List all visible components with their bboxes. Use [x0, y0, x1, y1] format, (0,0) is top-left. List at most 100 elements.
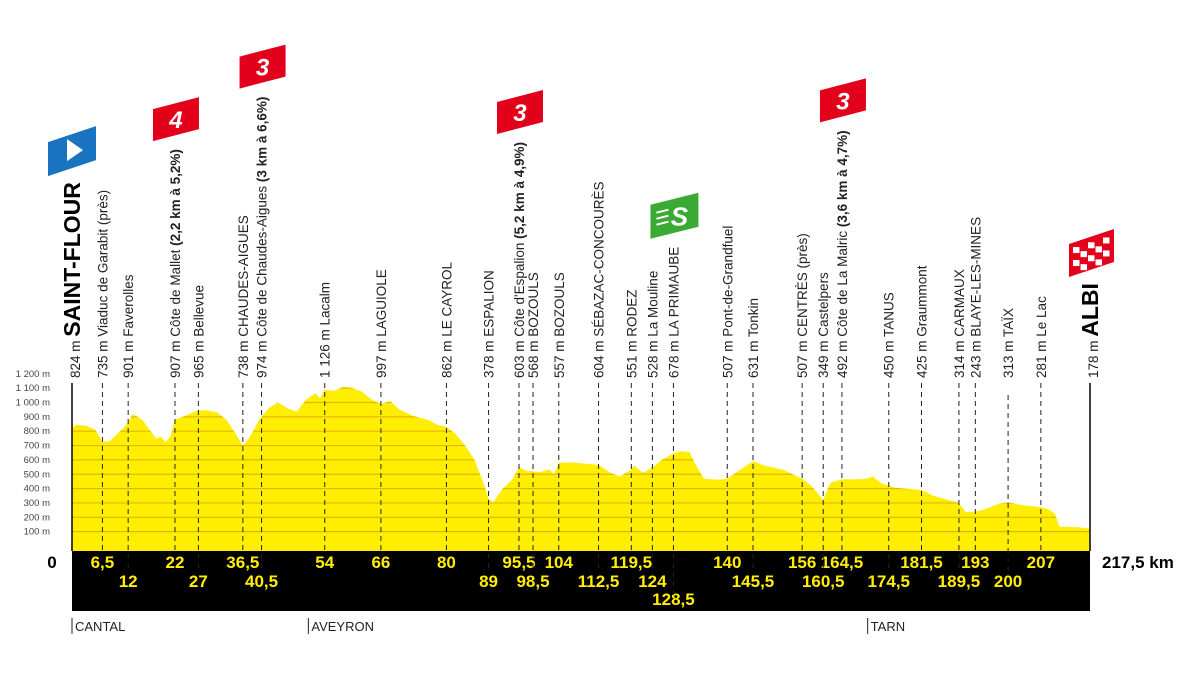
elevation-profile-area: [72, 386, 1090, 552]
waypoint-label: 243 m BLAYE-LES-MINES: [968, 217, 983, 378]
waypoint-elevation: 313 m: [1001, 337, 1016, 378]
y-tick-label: 700 m: [24, 441, 50, 452]
waypoint-label: 997 m LAGUIOLE: [374, 269, 389, 378]
waypoint-name: CHAUDES-AIGUES: [236, 215, 251, 337]
waypoint-label: 425 m Graummont: [915, 265, 930, 378]
waypoint-label: 901 m Faverolles: [121, 274, 136, 378]
waypoint-elevation: 907 m: [168, 337, 183, 378]
waypoint-elevation: 178 m: [1086, 337, 1101, 378]
region-label: AVEYRON: [311, 619, 374, 634]
waypoint-elevation: 551 m: [624, 337, 639, 378]
waypoint-label: 551 m RODEZ: [624, 289, 639, 378]
waypoint-label: 313 m TAÏX: [1001, 308, 1016, 378]
waypoint-elevation: 349 m: [816, 337, 831, 378]
waypoint-elevation: 738 m: [236, 337, 251, 378]
climb-flag-icon: [152, 97, 199, 142]
waypoint-elevation: 604 m: [592, 337, 607, 378]
climb-detail: (2,2 km à 5,2%): [168, 149, 183, 250]
region-label: TARN: [871, 619, 905, 634]
waypoint-name: SAINT-FLOUR: [59, 182, 85, 337]
waypoint-label: 528 m La Mouline: [645, 271, 660, 378]
km-label: 89: [479, 572, 498, 591]
waypoint-name: Pont-de-Grandfuel: [720, 226, 735, 337]
waypoint-elevation: 243 m: [968, 337, 983, 378]
sprint-label: S: [671, 202, 689, 232]
waypoint-name: Côte d'Espalion: [512, 243, 527, 337]
waypoint-label: 1 126 m Lacalm: [318, 282, 333, 378]
km-label: 164,5: [821, 553, 864, 572]
waypoint-label: 603 m Côte d'Espalion (5,2 km à 4,9%): [512, 142, 527, 378]
waypoint-label-layer: 824 m SAINT-FLOUR 735 m Viaduc de Garabit…: [59, 97, 1103, 634]
speed-line-icon: [656, 220, 669, 226]
waypoint-name: Viaduc de Garabit (près): [95, 190, 110, 337]
km-label: 27: [189, 572, 208, 591]
waypoint-elevation: 997 m: [374, 337, 389, 378]
km-label: 207: [1027, 553, 1055, 572]
waypoint-elevation: 901 m: [121, 337, 136, 378]
checker-square: [1103, 250, 1110, 257]
climb-detail: (3,6 km à 4,7%): [835, 130, 850, 231]
grid-layer: 100 m 200 m 300 m 400 m 500 m 600 m 700 m 800 m…: [16, 369, 50, 538]
waypoint-elevation: 974 m: [255, 337, 270, 378]
climb-category-label: 4: [168, 107, 182, 134]
waypoint-name: LE CAYROL: [439, 261, 454, 336]
km-label: 54: [315, 553, 334, 572]
waypoint-name: Graummont: [915, 265, 930, 337]
waypoint-name: RODEZ: [624, 289, 639, 336]
waypoint-elevation: 965 m: [191, 337, 206, 378]
start-marker: [48, 126, 96, 177]
waypoint-elevation: 862 m: [439, 337, 454, 378]
waypoint-name: Le Lac: [1034, 296, 1049, 337]
waypoint-label: 349 m Castelpers: [816, 272, 831, 378]
waypoint-label: 631 m Tonkin: [746, 298, 761, 378]
waypoint-name: LAGUIOLE: [374, 269, 389, 337]
km-label: 36,5: [226, 553, 259, 572]
waypoint-elevation: 603 m: [512, 337, 527, 378]
checker-square: [1073, 247, 1080, 254]
waypoint-name: Lacalm: [318, 282, 333, 326]
waypoint-name: TAÏX: [1001, 308, 1016, 337]
waypoint-elevation: 1 126 m: [318, 325, 333, 378]
y-tick-label: 1 200 m: [16, 369, 50, 380]
waypoint-name: La Mouline: [645, 271, 660, 337]
climb-detail: (5,2 km à 4,9%): [512, 142, 527, 243]
km-label: 12: [119, 572, 138, 591]
km-bar: [72, 551, 1090, 611]
climb-category-label: 3: [836, 88, 850, 115]
waypoint-label: 974 m Côte de Chaudes-Aigues (3 km à 6,6…: [255, 97, 270, 378]
waypoint-name: ESPALION: [482, 270, 497, 337]
checker-square: [1088, 255, 1095, 262]
waypoint-name: LA PRIMAUBE: [666, 247, 681, 337]
waypoint-name: CARMAUX: [952, 269, 967, 337]
waypoint-elevation: 678 m: [666, 337, 681, 378]
waypoint-label: 604 m SÉBAZAC-CONCOURÈS: [592, 181, 607, 378]
waypoint-elevation: 281 m: [1034, 337, 1049, 378]
waypoint-name: CENTRÈS (près): [795, 233, 810, 337]
finish-flag-icon: [1069, 229, 1114, 278]
waypoint-name: BLAYE-LES-MINES: [968, 217, 983, 337]
waypoint-label: 907 m Côte de Mallet (2,2 km à 5,2%): [168, 149, 183, 378]
sprint-marker: S: [650, 192, 699, 239]
km-label: 22: [166, 553, 185, 572]
km-label: 160,5: [802, 572, 845, 591]
km-label: 104: [545, 553, 574, 572]
waypoint-label: 965 m Bellevue: [191, 285, 206, 378]
region-label: CANTAL: [75, 619, 125, 634]
waypoint-name: Côte de La Malric: [835, 231, 850, 337]
km-label: 200: [994, 572, 1022, 591]
km-label: 40,5: [245, 572, 278, 591]
waypoint-name: ALBI: [1077, 283, 1103, 337]
waypoint-label: 557 m BOZOULS: [552, 272, 567, 378]
waypoint-name: SÉBAZAC-CONCOURÈS: [592, 181, 607, 336]
waypoint-elevation: 631 m: [746, 337, 761, 378]
waypoint-elevation: 568 m: [526, 337, 541, 378]
waypoint-label: 678 m LA PRIMAUBE: [666, 247, 681, 378]
km-label: 98,5: [516, 572, 549, 591]
climb-category-marker: 4: [152, 97, 199, 142]
waypoint-label: 281 m Le Lac: [1034, 296, 1049, 378]
finish-marker: [1069, 229, 1114, 278]
climb-detail: (3 km à 6,6%): [255, 97, 270, 186]
waypoint-elevation: 528 m: [645, 337, 660, 378]
